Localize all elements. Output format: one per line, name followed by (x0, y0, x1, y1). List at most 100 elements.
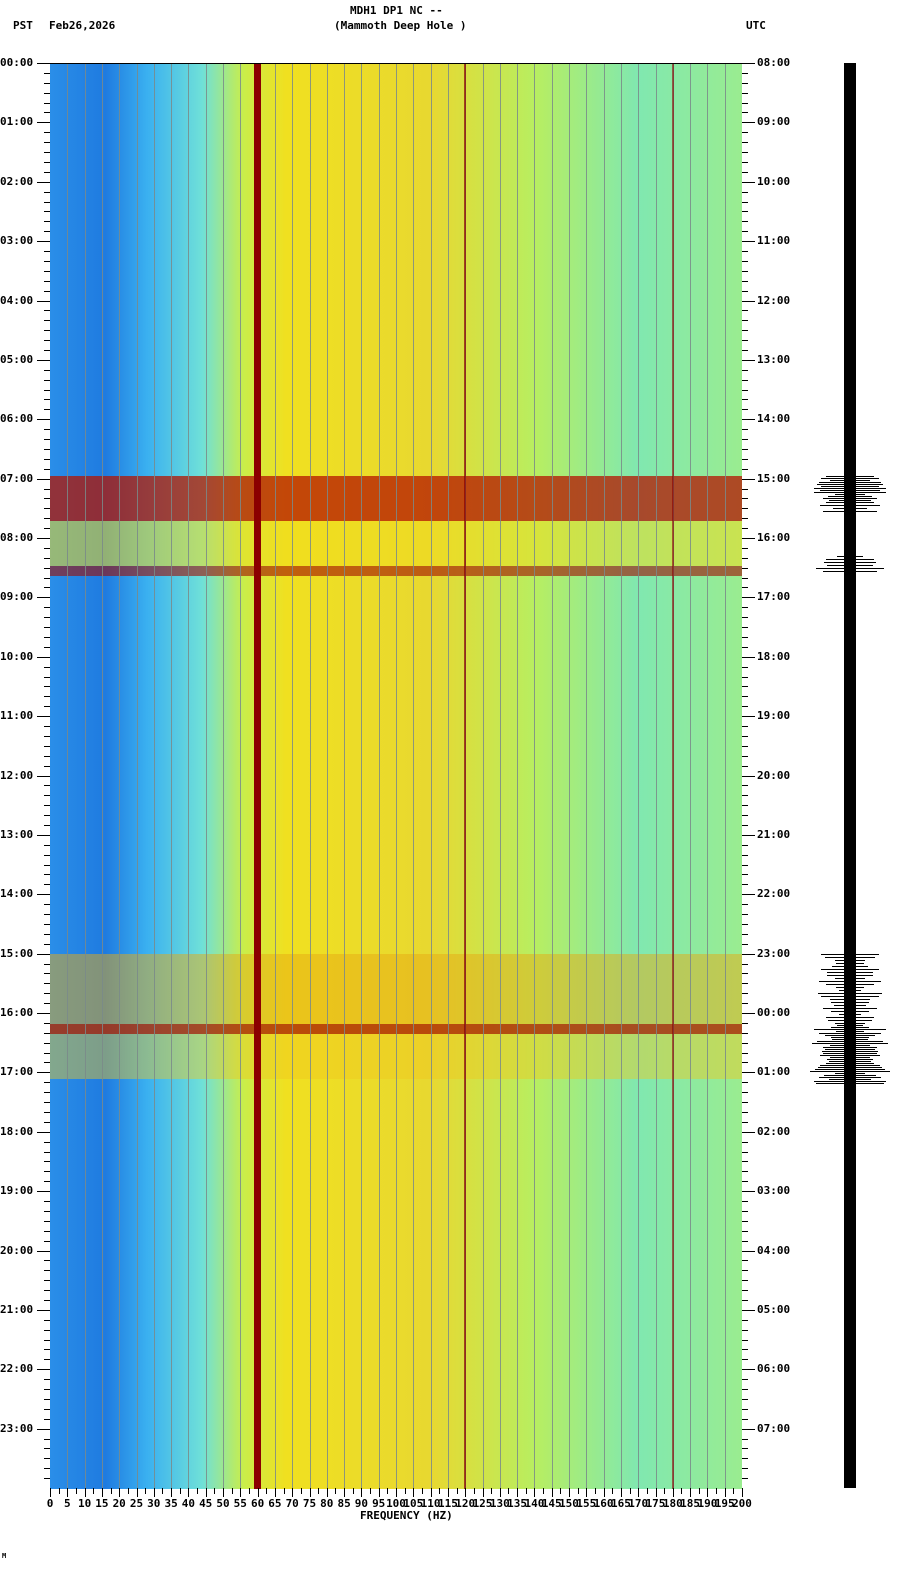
left-tick (44, 647, 50, 648)
x-tick-label: 25 (130, 1498, 143, 1510)
seismogram-burst-line (831, 1011, 869, 1012)
right-tick (742, 1221, 748, 1222)
right-tick (742, 736, 748, 737)
left-tick (44, 726, 50, 727)
left-tick (44, 1152, 50, 1153)
right-tick (742, 1251, 755, 1252)
right-tick (742, 459, 748, 460)
x-tick (656, 1488, 657, 1497)
x-tick (534, 1488, 535, 1497)
right-tick (742, 1270, 748, 1271)
left-tick (44, 568, 50, 569)
seismogram-burst-line (825, 1035, 875, 1036)
x-tick (560, 1488, 561, 1494)
x-tick (500, 1488, 501, 1497)
right-tick (742, 251, 748, 252)
left-tick-label: 11:00 (0, 710, 33, 722)
right-tick (742, 350, 748, 351)
seismogram-burst-line (830, 1057, 870, 1058)
left-tick (37, 122, 50, 123)
seismogram-burst-line (821, 969, 879, 970)
right-tick (742, 419, 755, 420)
right-tick (742, 360, 755, 361)
x-tick (578, 1488, 579, 1494)
right-tick (742, 1132, 755, 1133)
left-tick (44, 261, 50, 262)
left-tick (44, 221, 50, 222)
x-tick (604, 1488, 605, 1497)
right-tick-label: 17:00 (757, 591, 790, 603)
x-tick (85, 1488, 86, 1497)
right-tick (742, 271, 748, 272)
right-tick (742, 865, 748, 866)
gridline (707, 64, 708, 1489)
gridline (154, 64, 155, 1489)
left-tick-label: 19:00 (0, 1185, 33, 1197)
left-tick (44, 370, 50, 371)
left-tick (37, 1072, 50, 1073)
seismogram-burst-line (814, 1029, 886, 1030)
right-tick-label: 23:00 (757, 948, 790, 960)
left-tick (44, 677, 50, 678)
seismogram-burst-line (820, 1055, 880, 1056)
right-tick (742, 993, 748, 994)
left-tick (44, 1300, 50, 1301)
x-tick (630, 1488, 631, 1494)
right-tick (742, 964, 748, 965)
right-timezone: UTC (746, 20, 766, 32)
seismogram-burst-line (829, 1079, 871, 1080)
left-tick (44, 686, 50, 687)
right-tick (742, 192, 748, 193)
seismogram-burst-line (835, 1023, 865, 1024)
line-180hz (672, 64, 674, 1489)
left-tick (44, 211, 50, 212)
right-tick (742, 489, 748, 490)
x-tick (128, 1488, 129, 1494)
right-tick (742, 103, 748, 104)
x-tick (716, 1488, 717, 1494)
left-tick (44, 1419, 50, 1420)
left-tick (44, 1112, 50, 1113)
left-tick (44, 1330, 50, 1331)
left-tick (37, 597, 50, 598)
x-tick (699, 1488, 700, 1494)
line-120hz (464, 64, 466, 1489)
right-tick (742, 696, 748, 697)
left-tick (44, 578, 50, 579)
left-tick-label: 04:00 (0, 295, 33, 307)
left-tick (37, 776, 50, 777)
left-tick-label: 21:00 (0, 1304, 33, 1316)
right-tick (742, 914, 748, 915)
left-tick (44, 973, 50, 974)
gridline (396, 64, 397, 1489)
seismogram-burst-line (839, 990, 861, 991)
x-tick (145, 1488, 146, 1494)
station-name: (Mammoth Deep Hole ) (334, 20, 466, 32)
right-tick (742, 667, 748, 668)
gridline (534, 64, 535, 1489)
left-timezone: PST (13, 20, 33, 32)
seismogram-burst-line (825, 957, 875, 958)
x-tick-label: 85 (337, 1498, 350, 1510)
right-tick (742, 1349, 748, 1350)
x-tick-label: 20 (113, 1498, 126, 1510)
x-tick (197, 1488, 198, 1494)
left-tick (37, 360, 50, 361)
right-tick (742, 548, 748, 549)
gridline (500, 64, 501, 1489)
x-tick-label: 35 (164, 1498, 177, 1510)
left-tick (44, 291, 50, 292)
left-tick-label: 05:00 (0, 354, 33, 366)
right-tick (742, 221, 748, 222)
right-tick (742, 558, 748, 559)
right-tick (742, 409, 748, 410)
seismogram-burst-line (837, 556, 863, 557)
seismogram-burst-line (827, 1059, 873, 1060)
gridline (67, 64, 68, 1489)
gridline (379, 64, 380, 1489)
left-tick (44, 736, 50, 737)
right-tick (742, 785, 748, 786)
seismogram-burst-line (820, 505, 880, 506)
right-tick (742, 568, 748, 569)
left-tick-label: 00:00 (0, 57, 33, 69)
